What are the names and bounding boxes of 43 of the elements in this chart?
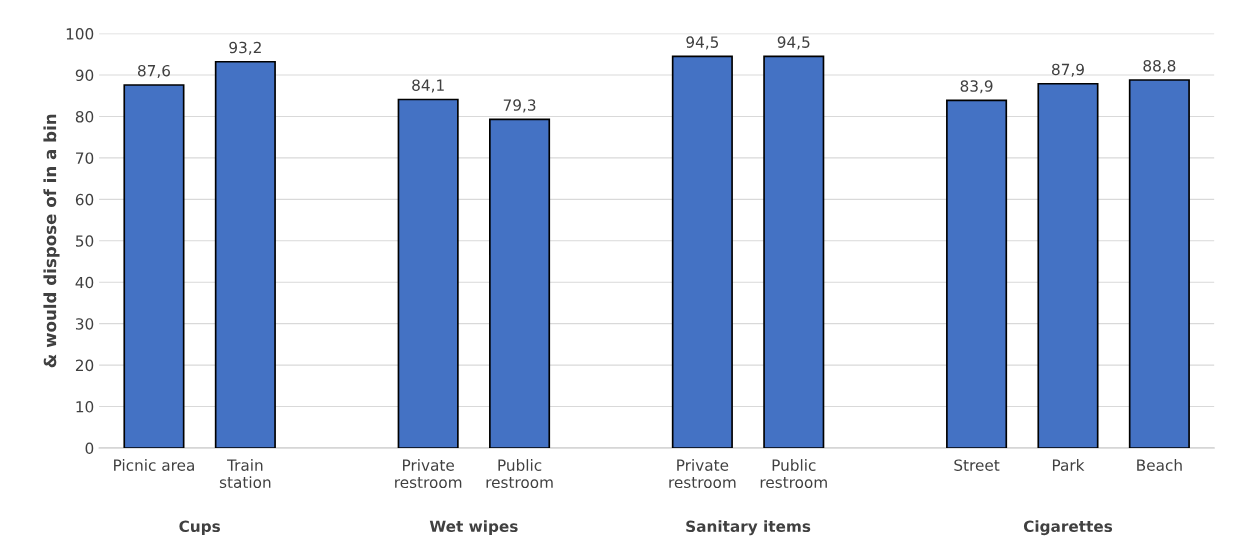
y-tick-label: 80: [75, 110, 94, 123]
bar: [1128, 79, 1190, 448]
y-tick-label: 30: [75, 318, 94, 330]
x-tick-label: Park: [1052, 459, 1085, 471]
bar: [946, 99, 1008, 448]
x-tick-label: Train station: [219, 459, 271, 489]
y-tick-label: 20: [75, 359, 94, 372]
x-tick-label: Private restroom: [669, 459, 736, 489]
y-tick-label: 90: [75, 69, 94, 82]
y-axis-title: & would dispose of in a bin: [43, 114, 60, 368]
y-tick-label: 10: [76, 401, 94, 413]
x-tick-label: Street: [954, 459, 1000, 471]
y-tick-label: 60: [75, 193, 94, 206]
data-label: 94,5: [686, 36, 719, 50]
data-label: 88,8: [1143, 59, 1176, 74]
data-label: 79,3: [503, 99, 536, 113]
text: Cups: [179, 520, 220, 536]
data-label: 93,2: [229, 41, 261, 55]
y-tick-label: 40: [75, 276, 94, 289]
data-label: 94,5: [777, 36, 810, 50]
bar: [123, 84, 185, 448]
bar: [214, 60, 276, 448]
data-label: 83,9: [960, 80, 993, 94]
y-tick-label: 0: [85, 442, 94, 455]
x-tick-label: Public restroom: [760, 459, 827, 489]
x-tick-label: Public restroom: [486, 459, 553, 489]
bar: [489, 118, 551, 448]
y-tick-label: 100: [66, 28, 94, 40]
data-label: 87,6: [137, 64, 171, 79]
x-tick-label: Beach: [1137, 459, 1182, 471]
x-tick-label: Private restroom: [395, 459, 462, 489]
y-tick-label: 50: [76, 235, 94, 247]
y-tick-label: 70: [76, 152, 94, 164]
bar: [1037, 82, 1099, 448]
data-label: 87,9: [1052, 63, 1084, 77]
text: Cigarettes: [1023, 520, 1113, 536]
data-label: 84,1: [412, 79, 444, 93]
bar: [671, 55, 733, 448]
text: Sanitary items: [686, 520, 811, 536]
bar: [397, 98, 459, 448]
bar: [763, 55, 825, 448]
text: Wet wipes: [429, 520, 518, 536]
x-tick-label: Picnic area: [114, 459, 194, 471]
